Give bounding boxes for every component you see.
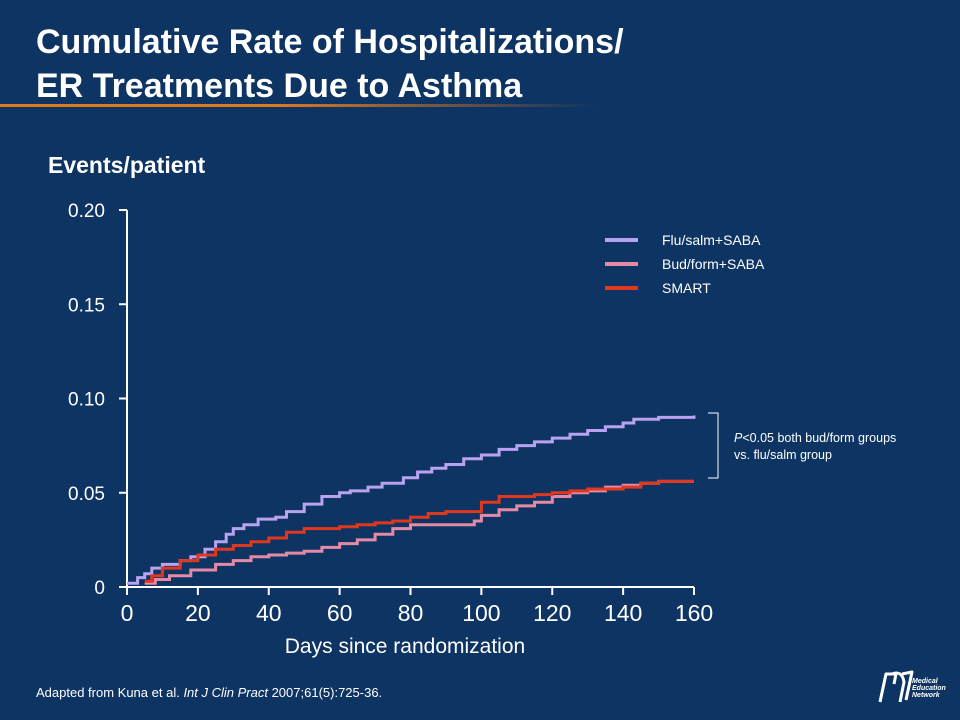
logo-text-line-3: Network (912, 692, 940, 699)
x-tick-label: 0 (121, 600, 134, 626)
x-tick-label: 100 (462, 600, 500, 626)
y-tick-label: 0 (94, 578, 105, 599)
x-tick-label: 80 (398, 600, 424, 626)
significance-text-line-2: vs. flu/salm group (734, 448, 832, 462)
network-logo: Medical Education Network (872, 660, 952, 710)
logo-text-line-2: Education (912, 685, 946, 692)
legend-smart-label: SMART (662, 280, 711, 296)
citation-prefix: Adapted from Kuna et al. (36, 685, 184, 700)
citation-journal: Int J Clin Pract (183, 685, 268, 700)
legend-flu-salm-label: Flu/salm+SABA (662, 232, 761, 248)
x-tick-label: 60 (327, 600, 353, 626)
legend-bud-form-label: Bud/form+SABA (662, 256, 765, 272)
y-tick-label: 0.05 (68, 484, 105, 505)
x-tick-label: 20 (185, 600, 211, 626)
y-tick-label: 0.15 (68, 295, 105, 316)
chart-axes: 0 0.05 0.10 0.15 0.20 0 20 40 60 80 100 120 140 160 (68, 201, 713, 626)
source-citation: Adapted from Kuna et al. Int J Clin Prac… (36, 685, 382, 700)
citation-suffix: 2007;61(5):725-36. (267, 685, 383, 700)
x-tick-label: 120 (533, 600, 571, 626)
logo-text-line-1: Medical (912, 678, 938, 685)
significance-annotation: P<0.05 both bud/form groups vs. flu/salm… (734, 430, 954, 464)
logo-text: Medical Education Network (912, 678, 946, 699)
significance-text-line-1: <0.05 both bud/form groups (742, 431, 897, 445)
p-value-symbol: P (734, 431, 743, 445)
y-tick-label: 0.20 (68, 201, 105, 222)
chart-title-line-2: ER Treatments Due to Asthma (36, 67, 523, 105)
flu-salm-series-line (127, 415, 696, 585)
title-accent-rule (0, 104, 600, 107)
network-logo-icon (878, 670, 914, 703)
y-tick-label: 0.10 (68, 390, 105, 411)
chart-series (127, 415, 696, 585)
smart-series-line (144, 479, 694, 583)
x-tick-label: 40 (256, 600, 282, 626)
chart-legend: Flu/salm+SABA Bud/form+SABA SMART (605, 232, 765, 296)
x-tick-label: 140 (604, 600, 642, 626)
bud-form-series-line (144, 479, 694, 585)
chart-title: Cumulative Rate of Hospitalizations/ ER … (36, 20, 624, 108)
x-axis-label: Days since randomization (285, 635, 525, 658)
chart-title-line-1: Cumulative Rate of Hospitalizations/ (36, 23, 624, 61)
x-tick-label: 160 (675, 600, 713, 626)
y-axis-label: Events/patient (48, 152, 206, 178)
significance-bracket (708, 412, 719, 479)
